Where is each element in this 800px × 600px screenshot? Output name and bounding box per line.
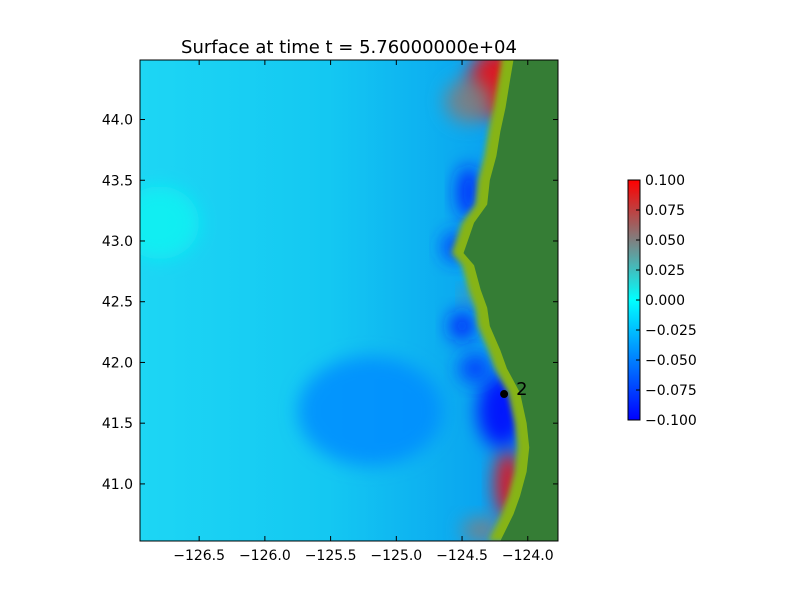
anomaly-blob [140,186,200,260]
colorbar-ticks: 0.100 0.075 0.050 0.025 0.000 −0.025 −0.050 −0.… [636,173,697,429]
colorbar-tick-label: 0.025 [645,263,685,279]
anomaly-blob [444,79,493,124]
chart-title: Surface at time t = 5.76000000e+04 [181,37,517,58]
colorbar-tick-label: −0.050 [645,353,697,369]
y-tick-label: 41.0 [102,477,133,493]
gauge-marker: 2 [500,379,528,400]
colorbar-tick-label: 0.100 [645,173,685,189]
x-tick-label: −125.5 [305,548,357,564]
y-axis: 41.0 41.5 42.0 42.5 43.0 43.5 44.0 [102,113,558,493]
anomaly-blob [459,353,491,384]
colorbar-tick-label: 0.050 [645,233,685,249]
plot-frame [139,59,559,542]
anomaly-layer [140,60,527,541]
colorbar-tick-label: 0.000 [645,293,685,309]
colorbar-tick-label: −0.075 [645,383,697,399]
heatmap-field [140,60,558,541]
colorbar: 0.100 0.075 0.050 0.025 0.000 −0.025 −0.050 −0.… [627,173,697,429]
x-tick-label: −126.0 [239,548,291,564]
y-tick-label: 44.0 [102,113,133,129]
y-tick-label: 43.0 [102,234,133,250]
y-tick-label: 43.5 [102,173,133,189]
colorbar-tick-label: −0.100 [645,413,697,429]
y-tick-label: 42.0 [102,355,133,371]
gauge-point [500,390,509,399]
y-tick-label: 42.5 [102,295,133,311]
x-tick-label: −126.5 [173,548,225,564]
x-tick-label: −124.5 [436,548,488,564]
x-tick-label: −125.0 [370,548,422,564]
land-area [463,60,558,541]
x-axis: −126.5 −126.0 −125.5 −125.0 −124.5 −124.0 [173,60,554,564]
anomaly-blob [448,311,476,341]
gauge-label: 2 [516,379,527,400]
x-tick-label: −124.0 [502,548,554,564]
y-tick-label: 41.5 [102,416,133,432]
colorbar-tick-label: −0.025 [645,323,697,339]
colorbar-tick-label: 0.075 [645,203,685,219]
anomaly-blob [297,356,443,466]
